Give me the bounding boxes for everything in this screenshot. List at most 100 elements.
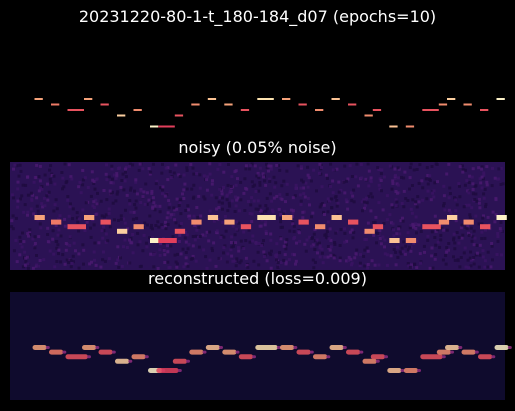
note-cell [463, 103, 472, 106]
noisy-note-cell [496, 215, 507, 220]
noisy-note-cell [372, 224, 384, 230]
noisy-note-cell [67, 224, 86, 230]
reconstructed-smear [293, 346, 298, 349]
reconstructed-note-cell [329, 345, 344, 350]
reconstructed-note-cell [461, 349, 476, 355]
reconstructed-note-cell [420, 354, 443, 360]
reconstructed-smear [144, 355, 149, 359]
note-cell [117, 114, 126, 117]
reconstructed-smear [375, 359, 380, 363]
note-cell [447, 98, 456, 100]
reconstructed-note-cell [280, 345, 295, 350]
reconstructed-note-cell [436, 349, 452, 355]
note-cell [438, 103, 448, 106]
note-cell [496, 98, 505, 100]
noisy-note-cell [257, 215, 276, 220]
note-cell [348, 103, 357, 106]
reconstructed-smear [507, 346, 512, 349]
noisy-panel-title: noisy (0.05% noise) [178, 138, 337, 157]
reconstructed-note-cell [478, 354, 493, 360]
noisy-note-cell [315, 224, 326, 230]
reconstructed-smear [450, 350, 454, 354]
note-cell [331, 98, 340, 100]
reconstructed-smear [111, 350, 116, 354]
reconstructed-note-cell [445, 345, 460, 350]
note-cell [422, 109, 439, 111]
note-cell [364, 114, 373, 117]
note-cell [100, 103, 109, 106]
reconstructed-smear [441, 355, 446, 359]
reconstructed-note-cell [222, 349, 237, 355]
reconstructed-smear [235, 350, 240, 354]
note-cell [405, 125, 415, 128]
reconstructed-note-cell [370, 354, 386, 360]
reconstructed-smear [458, 346, 463, 349]
reconstructed-note-cell [346, 349, 361, 355]
noisy-note-cell [298, 219, 309, 225]
noisy-note-cell [174, 228, 186, 234]
noisy-note-cell [348, 219, 359, 225]
reconstructed-note-cell [115, 358, 130, 364]
reconstructed-note-cell [238, 354, 254, 360]
reconstructed-smear [309, 350, 314, 354]
note-cell [480, 109, 489, 111]
reconstructed-smear [62, 350, 67, 354]
reconstructed-note-cell [82, 345, 97, 350]
reconstructed-smear [474, 350, 479, 354]
noisy-note-cell [405, 238, 417, 243]
noisy-note-cell [34, 215, 45, 220]
noisy-note-cell [331, 215, 342, 220]
note-cell [84, 98, 93, 100]
note-cell [298, 103, 307, 106]
noisy-note-cell [240, 224, 252, 230]
reconstructed-note-cell [387, 368, 402, 373]
reconstructed-smear [326, 355, 331, 359]
note-cell [34, 98, 43, 100]
note-cell [67, 109, 84, 111]
reconstructed-smear [202, 350, 207, 354]
noisy-note-cell [364, 228, 375, 234]
reconstructed-smear [219, 346, 223, 349]
noisy-note-cell [207, 215, 219, 220]
reconstructed-smear [252, 355, 256, 359]
reconstructed-panel-title: reconstructed (loss=0.009) [148, 269, 367, 288]
noisy-note-cell [150, 238, 161, 243]
reconstructed-note-cell [313, 354, 328, 360]
reconstructed-smear [359, 350, 364, 354]
noisy-note-cell [100, 219, 111, 225]
reconstructed-smear [95, 346, 100, 349]
reconstructed-smear [128, 359, 133, 363]
reconstructed-note-cell [49, 349, 64, 355]
reconstructed-smear [45, 346, 50, 349]
reconstructed-smear [186, 359, 190, 363]
note-cell [372, 109, 382, 111]
reconstructed-note-cell [255, 345, 278, 350]
noisy-note-cell [158, 238, 177, 243]
reconstructed-note-cell [296, 349, 311, 355]
noisy-note-cell [117, 228, 128, 234]
reconstructed-note-cell [172, 358, 188, 364]
noisy-note-cell [480, 224, 491, 230]
note-cell [224, 103, 233, 106]
note-cell [191, 103, 200, 106]
reconstructed-smear [491, 355, 496, 359]
noisy-note-cell [447, 215, 458, 220]
noisy-note-cell [389, 238, 400, 243]
note-cell [207, 98, 217, 100]
reconstructed-smear [87, 355, 91, 359]
noisy-note-cell [463, 219, 474, 225]
reconstructed-note-cell [189, 349, 204, 355]
note-cell [315, 109, 324, 111]
reconstructed-note-cell [362, 358, 377, 364]
note-cell [158, 125, 175, 128]
noisy-note-cell [133, 224, 144, 230]
reconstructed-smear [417, 369, 421, 372]
noisy-note-cell [191, 219, 202, 225]
reconstructed-note-cell [156, 368, 179, 373]
reconstructed-smear [400, 369, 405, 372]
reconstructed-smear [342, 346, 347, 349]
note-cell [240, 109, 250, 111]
